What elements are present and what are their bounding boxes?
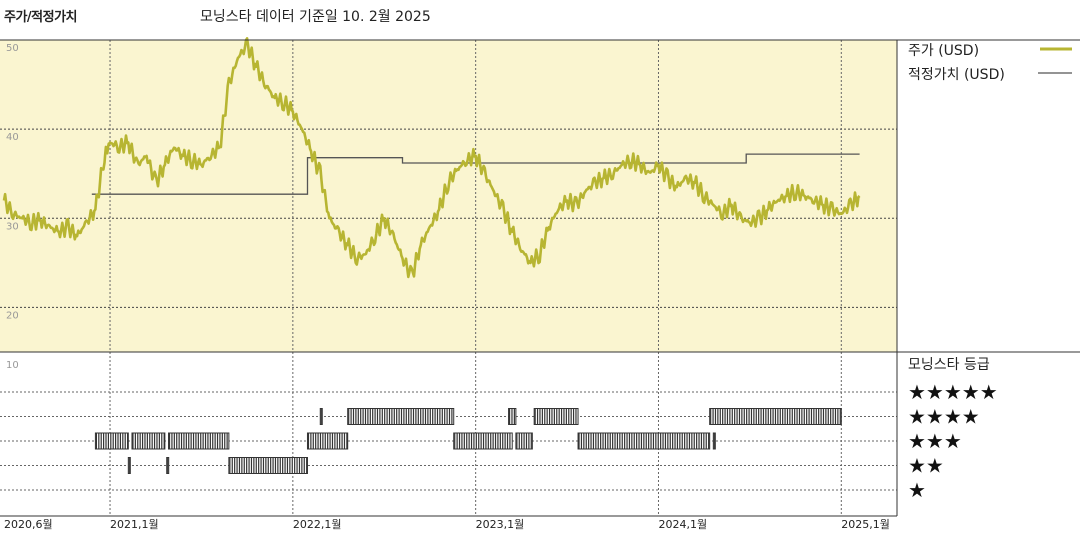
rating-stars-2: ★★ — [908, 454, 944, 478]
rating-bars — [94, 408, 842, 474]
rating-segment — [533, 408, 579, 425]
price-series — [2, 37, 861, 279]
y-tick-label: 20 — [6, 310, 19, 321]
x-tick-label: 2023,1월 — [476, 518, 525, 531]
chart-subtitle: 모닝스타 데이터 기준일 10. 2월 2025 — [200, 9, 431, 25]
y-tick-label: 30 — [6, 221, 19, 232]
price-line — [2, 37, 861, 279]
chart-title: 주가/적정가치 — [4, 10, 78, 25]
rating-segment — [709, 408, 842, 425]
rating-segment — [453, 432, 513, 450]
x-tick-label: 2025,1월 — [841, 518, 890, 531]
legend: 주가 (USD)적정가치 (USD)모닝스타 등급★★★★★★★★★★★★★★★ — [908, 43, 1072, 502]
rating-stars-1: ★ — [908, 478, 926, 502]
rating-stars-5: ★★★★★ — [908, 380, 998, 404]
x-tick-label: 2024,1월 — [658, 518, 707, 531]
rating-segment — [347, 408, 455, 425]
fair-value-line — [91, 153, 860, 195]
x-tick-label: 2020,6월 — [4, 518, 53, 531]
x-tick-label: 2022,1월 — [293, 518, 342, 531]
rating-segment — [306, 432, 349, 450]
rating-segment — [228, 457, 308, 474]
rating-segment — [577, 432, 711, 450]
y-tick-label: 50 — [6, 43, 19, 54]
rating-segment — [712, 432, 716, 450]
legend-price-label: 주가 (USD) — [908, 43, 979, 59]
fair-value-series — [91, 153, 860, 195]
rating-stars-3: ★★★ — [908, 429, 962, 453]
rating-segment — [94, 432, 129, 450]
legend-fair-value-label: 적정가치 (USD) — [908, 67, 1005, 83]
rating-segment — [515, 432, 533, 450]
rating-segment — [168, 432, 230, 450]
rating-segment — [131, 432, 166, 450]
rating-legend-title: 모닝스타 등급 — [908, 357, 990, 373]
axis-labels: 50 40 30 20 2020,6월 2021,1월 2022,1월 2023,1월 2024… — [4, 43, 890, 531]
legend-background — [897, 40, 1080, 352]
x-tick-label: 2021,1월 — [110, 518, 159, 531]
rating-segment — [166, 457, 170, 474]
rating-segment — [127, 457, 131, 474]
rating-stars-4: ★★★★ — [908, 405, 980, 429]
rating-segment — [319, 408, 323, 425]
rating-top-label: 10 — [6, 360, 19, 371]
y-tick-label: 40 — [6, 132, 19, 143]
rating-segment — [508, 408, 517, 425]
rating-segment-box — [347, 408, 455, 425]
